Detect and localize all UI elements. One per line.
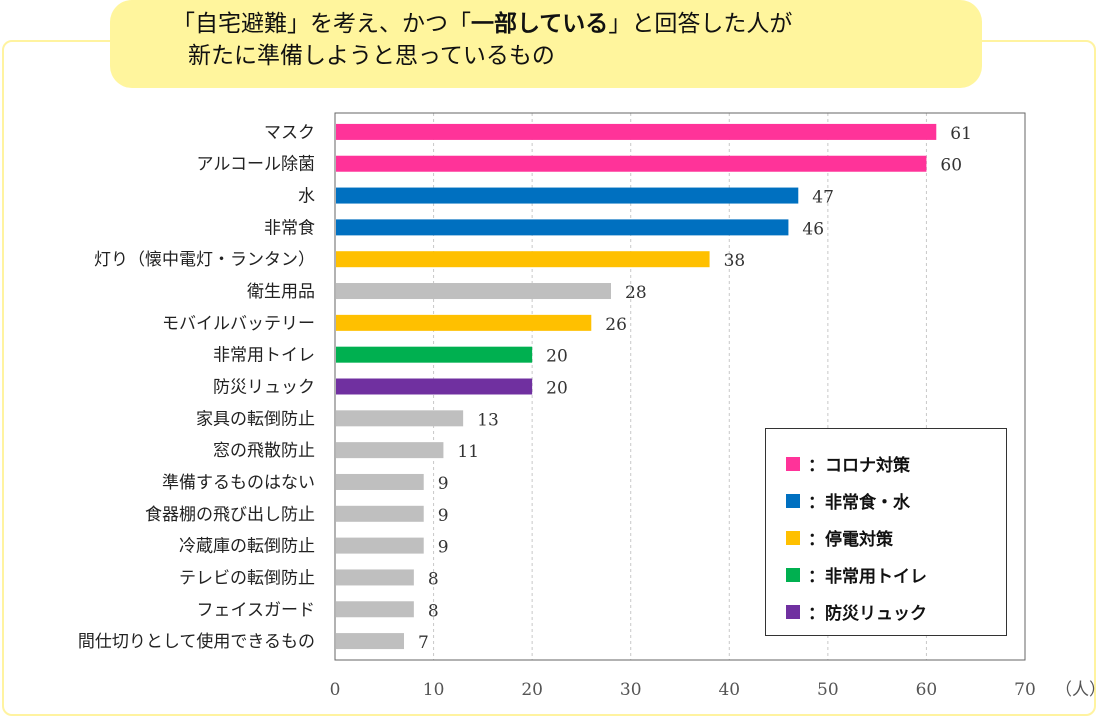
x-tick-label: 0 xyxy=(330,680,341,700)
title-part: 「自宅避難」を考え、かつ「 xyxy=(172,11,471,37)
bar xyxy=(336,569,414,586)
bar xyxy=(336,537,424,554)
plot-area xyxy=(334,112,1026,661)
x-tick-label: 50 xyxy=(817,680,839,700)
bar xyxy=(336,123,937,140)
legend-swatch xyxy=(786,604,800,619)
x-tick-label: 20 xyxy=(521,680,543,700)
bar xyxy=(336,283,611,300)
data-label: 28 xyxy=(625,283,647,303)
bar xyxy=(336,633,404,650)
data-label: 20 xyxy=(546,379,568,399)
bar xyxy=(336,442,444,459)
category-label: 防災リュック xyxy=(213,378,315,398)
bar xyxy=(336,378,533,395)
category-label: 非常食 xyxy=(264,218,315,238)
data-label: 9 xyxy=(438,474,449,494)
bar xyxy=(336,314,592,331)
bar xyxy=(336,187,799,204)
data-label: 13 xyxy=(477,410,499,430)
bar xyxy=(336,219,789,236)
data-label: 26 xyxy=(605,315,627,335)
category-label: テレビの転倒防止 xyxy=(179,568,315,588)
legend-entry: ：防災リュック xyxy=(786,593,1006,630)
legend-entry: ：非常用トイレ xyxy=(786,556,1006,593)
bar xyxy=(336,346,533,363)
bar xyxy=(336,601,414,618)
x-tick-label: 30 xyxy=(620,680,642,700)
data-label: 20 xyxy=(546,347,568,367)
legend-label: ：防災リュック xyxy=(808,604,927,624)
legend-label: ：非常食・水 xyxy=(808,493,910,513)
title-part: 」と回答した人が xyxy=(608,11,793,37)
data-label: 7 xyxy=(418,633,429,653)
chart-title: 「自宅避難」を考え、かつ「一部している」と回答した人が 新たに準備しようと思って… xyxy=(110,0,982,88)
legend-entry: ：停電対策 xyxy=(786,519,1006,556)
data-label: 8 xyxy=(428,569,439,589)
bar xyxy=(336,410,464,427)
legend-swatch xyxy=(786,567,800,582)
x-tick-label: 70 xyxy=(1014,680,1036,700)
x-unit-label: （人） xyxy=(1055,680,1100,700)
category-label: 食器棚の飛び出し防止 xyxy=(145,505,315,525)
x-tick-label: 10 xyxy=(423,680,445,700)
category-label: マスク xyxy=(264,123,315,143)
bar xyxy=(336,505,424,522)
title-bold: 一部している xyxy=(471,11,609,37)
category-label: フェイスガード xyxy=(197,600,316,620)
x-tick-label: 40 xyxy=(718,680,740,700)
bar xyxy=(336,155,927,172)
x-tick-label: 60 xyxy=(916,680,938,700)
data-label: 46 xyxy=(802,219,824,239)
data-label: 8 xyxy=(428,601,439,621)
category-label: 家具の転倒防止 xyxy=(196,409,315,429)
data-label: 60 xyxy=(940,156,962,176)
data-label: 47 xyxy=(812,188,834,208)
title-line2: 新たに準備しようと思っているもの xyxy=(188,43,555,69)
category-label: 窓の飛散防止 xyxy=(213,441,315,461)
data-label: 9 xyxy=(438,506,449,526)
data-label: 11 xyxy=(457,442,479,462)
legend-label: ：非常用トイレ xyxy=(808,567,927,587)
category-label: モバイルバッテリー xyxy=(162,314,315,334)
legend-swatch xyxy=(786,456,800,471)
category-label: 非常用トイレ xyxy=(213,346,315,366)
legend-label: ：停電対策 xyxy=(808,530,893,550)
category-label: 冷蔵庫の転倒防止 xyxy=(179,537,315,557)
data-label: 38 xyxy=(724,251,746,271)
legend-entry: ：非常食・水 xyxy=(786,482,1006,519)
category-label: 間仕切りとして使用できるもの xyxy=(78,631,315,652)
data-label: 9 xyxy=(438,538,449,558)
category-label: 灯り（懐中電灯・ランタン） xyxy=(94,250,315,270)
category-label: 衛生用品 xyxy=(247,282,315,302)
legend-entry: ：コロナ対策 xyxy=(786,445,1006,482)
bar xyxy=(336,473,424,490)
data-label: 61 xyxy=(950,124,972,144)
category-label: 水 xyxy=(298,187,315,207)
category-label: 準備するものはない xyxy=(162,473,315,493)
legend-swatch xyxy=(786,493,800,508)
legend-swatch xyxy=(786,530,800,545)
bar xyxy=(336,251,710,268)
category-label: アルコール除菌 xyxy=(197,155,316,175)
legend: ：コロナ対策 ：非常食・水 ：停電対策 ：非常用トイレ ：防災リュック xyxy=(765,428,1007,636)
legend-label: ：コロナ対策 xyxy=(808,456,910,476)
